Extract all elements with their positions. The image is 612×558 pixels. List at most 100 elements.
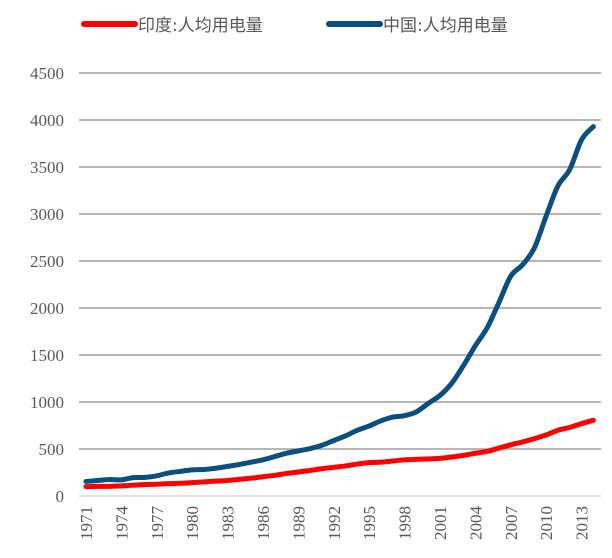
data-point bbox=[237, 477, 241, 481]
series-line-china bbox=[83, 124, 596, 484]
data-point bbox=[226, 478, 230, 482]
legend-item-india[interactable]: 印度:人均用电量 bbox=[81, 16, 263, 36]
data-point bbox=[344, 434, 348, 438]
data-point bbox=[131, 476, 135, 480]
data-point bbox=[296, 470, 300, 474]
y-axis-ticks: 0 500 1000 1500 2000 2500 3000 3500 4000 4500 bbox=[30, 64, 64, 506]
data-point bbox=[155, 482, 159, 486]
data-point bbox=[438, 393, 442, 397]
data-point bbox=[532, 437, 536, 441]
data-point bbox=[426, 401, 430, 405]
data-point bbox=[568, 425, 572, 429]
data-point bbox=[462, 453, 466, 457]
y-tick-label: 1000 bbox=[30, 393, 64, 412]
data-point bbox=[379, 419, 383, 423]
data-point bbox=[285, 451, 289, 455]
legend-item-china[interactable]: 中国:人均用电量 bbox=[326, 16, 508, 36]
data-point bbox=[308, 447, 312, 451]
data-point bbox=[509, 274, 513, 278]
data-point bbox=[190, 468, 194, 472]
data-point bbox=[96, 478, 100, 482]
data-point bbox=[568, 167, 572, 171]
data-point bbox=[591, 418, 595, 422]
data-point bbox=[273, 473, 277, 477]
data-point bbox=[591, 125, 595, 129]
data-point bbox=[261, 475, 265, 479]
data-point bbox=[155, 474, 159, 478]
data-point bbox=[308, 468, 312, 472]
y-tick-label: 3000 bbox=[30, 205, 64, 224]
data-point bbox=[391, 459, 395, 463]
data-point bbox=[167, 471, 171, 475]
x-tick-label: 1995 bbox=[360, 506, 379, 540]
data-point bbox=[237, 463, 241, 467]
data-point bbox=[202, 480, 206, 484]
data-point bbox=[403, 458, 407, 462]
data-point bbox=[438, 456, 442, 460]
data-point bbox=[355, 428, 359, 432]
data-point bbox=[532, 246, 536, 250]
series-line-india bbox=[83, 417, 596, 490]
data-point bbox=[131, 483, 135, 487]
x-tick-label: 1992 bbox=[325, 506, 344, 540]
data-point bbox=[214, 479, 218, 483]
data-point bbox=[521, 440, 525, 444]
data-point bbox=[143, 483, 147, 487]
x-tick-label: 1974 bbox=[112, 506, 131, 541]
x-tick-label: 1986 bbox=[254, 506, 273, 540]
data-point bbox=[84, 485, 88, 489]
x-tick-label: 2007 bbox=[502, 506, 521, 541]
y-tick-label: 1500 bbox=[30, 346, 64, 365]
data-point bbox=[450, 455, 454, 459]
data-point bbox=[580, 138, 584, 142]
x-axis-ticks: 1971 1974 1977 1980 1983 1986 1989 1992 1995 1998… bbox=[77, 506, 592, 541]
x-tick-label: 2001 bbox=[431, 506, 450, 540]
data-point bbox=[556, 428, 560, 432]
x-tick-label: 2010 bbox=[537, 506, 556, 540]
gridlines bbox=[79, 72, 601, 497]
data-point bbox=[509, 443, 513, 447]
data-point bbox=[580, 422, 584, 426]
data-point bbox=[320, 443, 324, 447]
data-point bbox=[108, 484, 112, 488]
data-point bbox=[497, 300, 501, 304]
data-point bbox=[544, 214, 548, 218]
x-tick-label: 1977 bbox=[148, 506, 167, 541]
x-tick-label: 1980 bbox=[183, 506, 202, 540]
series-line-india-points bbox=[84, 418, 595, 488]
data-point bbox=[521, 263, 525, 267]
data-point bbox=[473, 344, 477, 348]
data-point bbox=[119, 478, 123, 482]
data-point bbox=[355, 462, 359, 466]
data-point bbox=[485, 326, 489, 330]
data-point bbox=[344, 464, 348, 468]
data-point bbox=[497, 446, 501, 450]
data-point bbox=[119, 484, 123, 488]
y-tick-label: 500 bbox=[39, 440, 65, 459]
data-point bbox=[414, 457, 418, 461]
data-point bbox=[108, 478, 112, 482]
data-point bbox=[462, 363, 466, 367]
data-point bbox=[367, 424, 371, 428]
y-tick-label: 2000 bbox=[30, 299, 64, 318]
data-point bbox=[261, 458, 265, 462]
data-point bbox=[190, 481, 194, 485]
legend: 印度:人均用电量 中国:人均用电量 bbox=[81, 16, 508, 36]
series-lines bbox=[83, 124, 596, 490]
data-point bbox=[249, 476, 253, 480]
data-point bbox=[96, 484, 100, 488]
data-point bbox=[285, 471, 289, 475]
data-point bbox=[226, 464, 230, 468]
data-point bbox=[320, 467, 324, 471]
data-point bbox=[143, 475, 147, 479]
x-tick-label: 2013 bbox=[573, 506, 592, 540]
data-point bbox=[332, 465, 336, 469]
data-point bbox=[296, 449, 300, 453]
data-point bbox=[249, 460, 253, 464]
data-point bbox=[367, 461, 371, 465]
y-tick-label: 0 bbox=[56, 487, 65, 506]
data-point bbox=[414, 410, 418, 414]
data-point bbox=[485, 449, 489, 453]
y-tick-label: 4000 bbox=[30, 111, 64, 130]
